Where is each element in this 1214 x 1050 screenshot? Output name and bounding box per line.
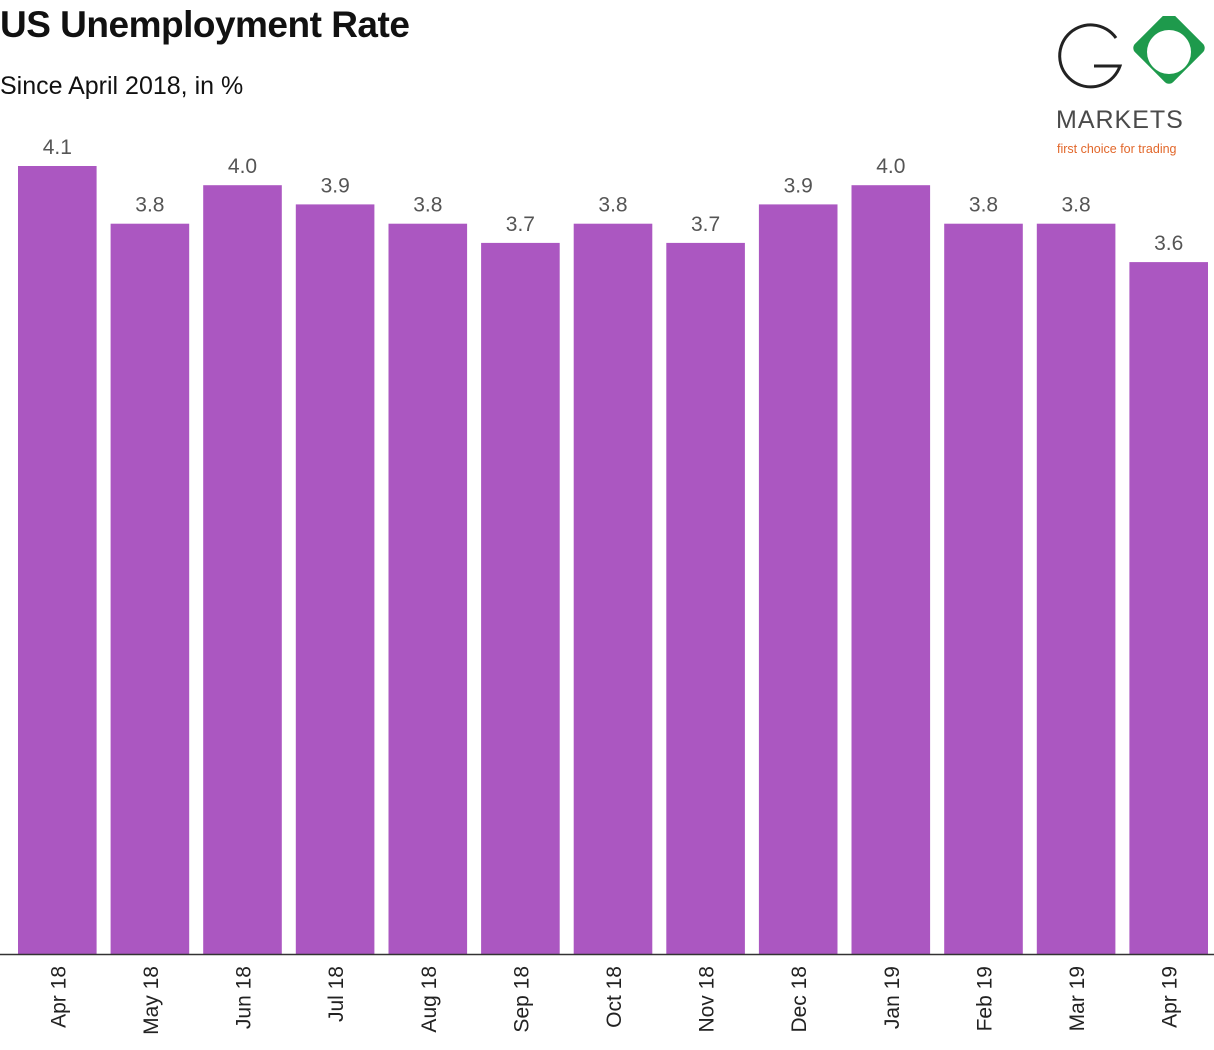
value-label: 4.0 (228, 155, 257, 178)
x-tick-label: Mar 19 (1066, 966, 1089, 1031)
x-tick-label: Nov 18 (696, 966, 719, 1033)
bar-may-18 (110, 223, 190, 954)
go-logo-mark-icon (1058, 12, 1205, 89)
bar-aug-18 (388, 223, 468, 954)
value-label: 3.8 (1061, 194, 1090, 217)
value-label: 3.8 (135, 194, 164, 217)
x-tick-label: Aug 18 (418, 966, 441, 1033)
bar-sep-18 (481, 242, 560, 954)
chart-title: US Unemployment Rate (0, 4, 410, 45)
bar-jan-19 (851, 185, 931, 954)
bar-jul-18 (295, 204, 375, 954)
bar-oct-18 (573, 223, 653, 954)
bar-nov-18 (666, 242, 745, 954)
value-label: 3.8 (598, 194, 627, 217)
value-label: 4.1 (43, 136, 72, 159)
x-tick-labels-group: Apr 18 May 18 Jun 18 Jul 18 Aug 18 Sep 18 Oct … (47, 966, 1181, 1035)
x-tick-label: Dec 18 (788, 966, 811, 1033)
x-tick-label: Sep 18 (510, 966, 533, 1033)
x-tick-label: Apr 18 (47, 966, 70, 1028)
bar-apr-19 (1129, 262, 1208, 955)
value-label: 3.7 (506, 213, 535, 236)
chart-subtitle: Since April 2018, in % (0, 72, 244, 100)
logo-tagline: first choice for trading (1057, 142, 1177, 156)
value-label: 3.9 (784, 174, 813, 197)
value-label: 3.8 (969, 194, 998, 217)
bar-dec-18 (758, 204, 838, 954)
x-tick-label: May 18 (140, 966, 163, 1035)
logo-diamond-icon (1133, 12, 1205, 84)
x-tick-label: Oct 18 (603, 966, 626, 1028)
value-label: 3.8 (413, 194, 442, 217)
bar-jun-18 (203, 185, 282, 954)
value-label: 3.7 (691, 213, 720, 236)
value-label: 3.9 (321, 174, 350, 197)
x-tick-label: Feb 19 (974, 966, 997, 1031)
logo-wordmark: MARKETS (1056, 106, 1184, 134)
x-tick-label: Apr 19 (1159, 966, 1182, 1028)
value-label: 3.6 (1154, 232, 1183, 255)
value-labels-group: 4.1 3.8 4.0 3.9 3.8 3.7 3.8 3.7 3.9 4.0 3.8 3.8 3.6 (43, 136, 1184, 255)
bar-mar-19 (1036, 223, 1116, 954)
value-label: 4.0 (876, 155, 905, 178)
bars-group (18, 166, 1208, 955)
logo-letter-g (1058, 23, 1123, 89)
bar-feb-19 (944, 223, 1023, 954)
x-tick-label: Jan 19 (881, 966, 904, 1029)
bar-apr-18 (18, 166, 97, 954)
go-markets-logo: MARKETS first choice for trading (1050, 12, 1210, 161)
x-tick-label: Jun 18 (233, 966, 256, 1029)
x-tick-label: Jul 18 (325, 966, 348, 1022)
